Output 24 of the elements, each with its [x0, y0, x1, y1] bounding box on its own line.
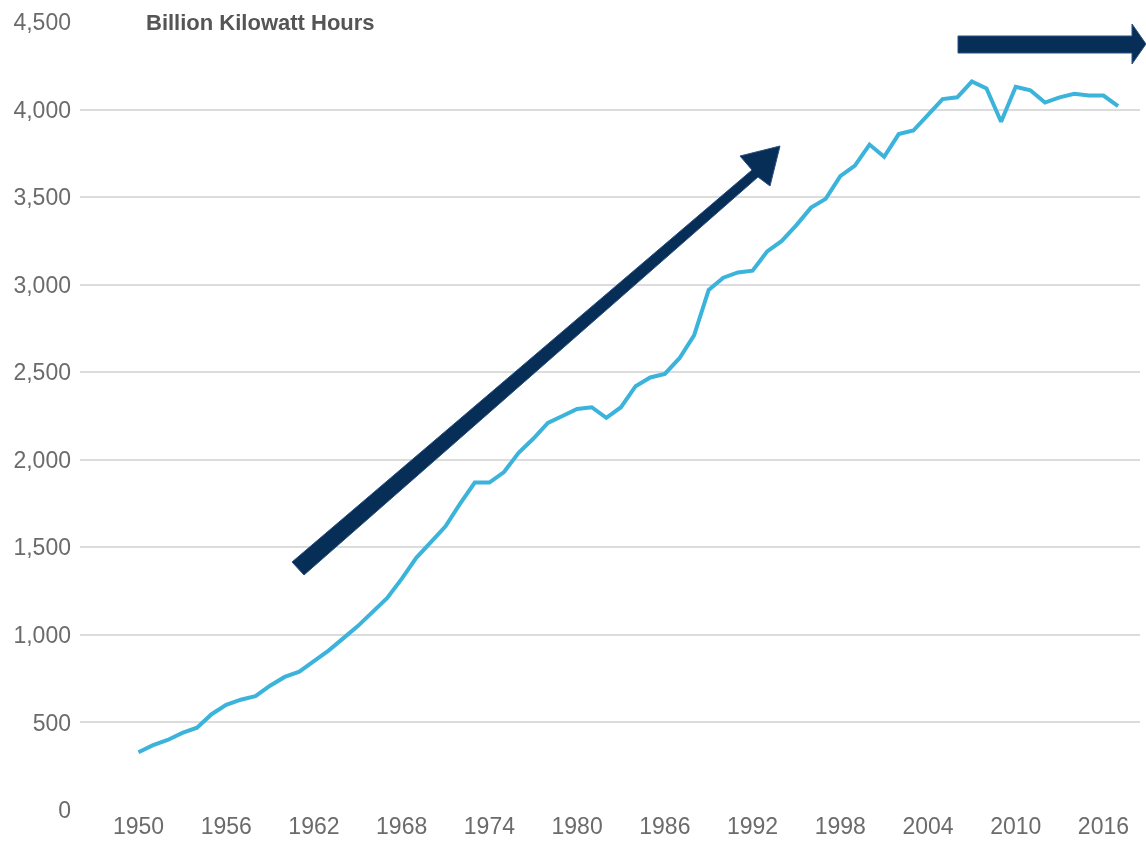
- y-tick-label: 2,000: [13, 446, 71, 473]
- x-tick-label: 1968: [376, 813, 428, 839]
- y-tick-label: 4,500: [13, 9, 71, 36]
- x-tick-label: 2016: [1077, 813, 1130, 839]
- y-tick-label: 1,500: [13, 534, 71, 561]
- x-tick-label: 1962: [288, 813, 340, 839]
- y-tick-label: 2,500: [13, 359, 71, 386]
- x-tick-label: 1992: [726, 813, 779, 839]
- y-tick-label: 1,000: [13, 621, 71, 648]
- y-tick-label: 0: [58, 797, 71, 824]
- x-tick-label: 1956: [200, 813, 252, 839]
- x-tick-label: 1950: [112, 813, 165, 839]
- y-tick-label: 500: [32, 709, 71, 736]
- y-tick-label: 3,000: [13, 271, 71, 298]
- y-axis-title: Billion Kilowatt Hours: [146, 10, 375, 35]
- y-tick-label: 4,000: [13, 96, 71, 123]
- x-tick-label: 2004: [902, 813, 954, 839]
- x-tick-label: 1974: [463, 813, 516, 839]
- line-series: [136, 79, 1121, 755]
- x-tick-label: 1986: [639, 813, 691, 839]
- y-tick-label: 3,500: [13, 184, 71, 211]
- x-tick-label: 1998: [814, 813, 866, 839]
- x-tick-label: 2010: [990, 813, 1042, 839]
- x-tick-label: 1980: [551, 813, 603, 839]
